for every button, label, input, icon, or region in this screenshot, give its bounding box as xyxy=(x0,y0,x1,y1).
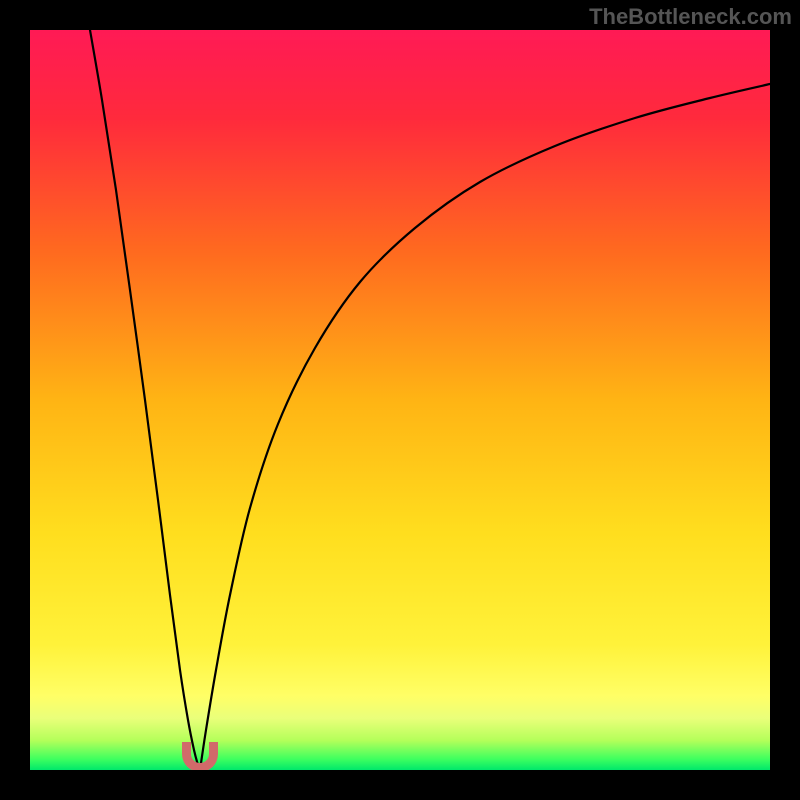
chart-root: TheBottleneck.com xyxy=(0,0,800,800)
optimal-zone-marker xyxy=(182,742,218,770)
watermark-text: TheBottleneck.com xyxy=(589,4,792,30)
curve-right-branch xyxy=(200,84,770,770)
curve-left-branch xyxy=(90,30,200,770)
plot-area xyxy=(30,30,770,770)
bottleneck-curve xyxy=(30,30,770,770)
